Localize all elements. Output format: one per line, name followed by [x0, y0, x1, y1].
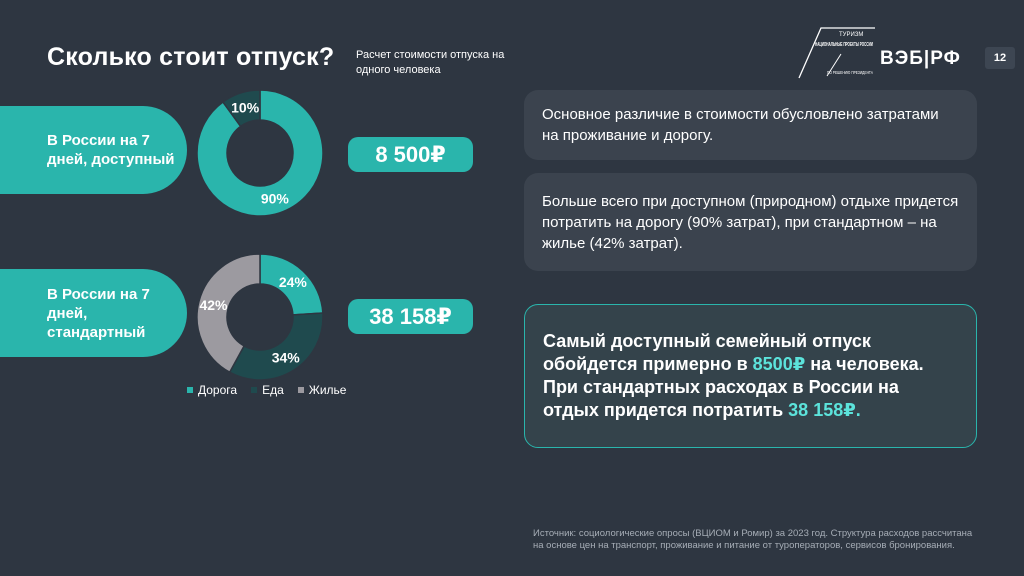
legend-swatch-road [187, 387, 193, 393]
option-accessible-label: В России на 7 дней, доступный [0, 106, 187, 194]
info-card-difference: Основное различие в стоимости обусловлен… [524, 90, 977, 160]
legend-swatch-housing [297, 387, 304, 393]
donut-label-housing: 42% [199, 297, 228, 313]
info-card-summary: Самый доступный семейный отпуск обойдетс… [524, 304, 977, 448]
donut-label-road: 24% [279, 274, 308, 290]
donut-slice-road [196, 89, 324, 217]
info-card-spending: Больше всего при доступном (природном) о… [524, 173, 977, 271]
donut-chart-accessible: 90% 10% [195, 88, 325, 218]
legend-swatch-food [251, 387, 258, 393]
turizm-main-text: НАЦИОНАЛЬНЫЕ ПРОЕКТЫ РОССИИ [815, 42, 873, 48]
info-card-difference-text: Основное различие в стоимости обусловлен… [542, 106, 939, 144]
page-number: 12 [985, 47, 1015, 69]
donut-chart-standard: 24% 34% 42% [195, 252, 325, 382]
summary-highlight-price2: 38 158₽. [788, 400, 861, 420]
veb-logo: ВЭБ|РФ [880, 48, 961, 69]
option-standard-label: В России на 7 дней, стандартный [0, 269, 187, 357]
legend-label-housing: Жилье [308, 383, 347, 397]
turizm-sub-text: ПО РЕШЕНИЮ ПРЕЗИДЕНТА [827, 70, 874, 75]
donut-slice-food [228, 312, 324, 381]
info-card-spending-text: Больше всего при доступном (природном) о… [542, 192, 959, 252]
donut-label-housing: 10% [231, 99, 260, 115]
legend-label-food: Еда [262, 383, 284, 397]
info-card-summary-text: Самый доступный семейный отпуск обойдетс… [543, 330, 958, 422]
donut-slice-housing [221, 89, 261, 128]
chart-legend: Дорога Еда Жилье [187, 383, 346, 397]
turizm-top-text: ТУРИЗМ [839, 32, 863, 38]
price-accessible: 8 500₽ [348, 137, 473, 172]
donut-label-food: 34% [272, 350, 301, 366]
summary-text-part2: на человека. При стандартных расходах в … [543, 354, 924, 420]
price-standard: 38 158₽ [348, 299, 473, 334]
legend-label-road: Дорога [198, 383, 238, 397]
turizm-logo: ТУРИЗМ НАЦИОНАЛЬНЫЕ ПРОЕКТЫ РОССИИ ПО РЕ… [797, 24, 877, 80]
donut-label-road: 90% [261, 191, 290, 207]
legend-item-road: Дорога [187, 383, 237, 397]
summary-text-part1: Самый доступный семейный отпуск обойдетс… [543, 331, 871, 374]
source-note: Источник: социологические опросы (ВЦИОМ … [533, 528, 973, 551]
legend-item-housing: Жилье [297, 383, 347, 397]
page-title: Сколько стоит отпуск? [47, 43, 335, 71]
donut-slice-housing [196, 253, 261, 374]
legend-item-food: Еда [251, 383, 284, 397]
summary-highlight-price1: 8500₽ [752, 354, 806, 374]
page-subtitle: Расчет стоимости отпуска на одного челов… [356, 49, 505, 76]
